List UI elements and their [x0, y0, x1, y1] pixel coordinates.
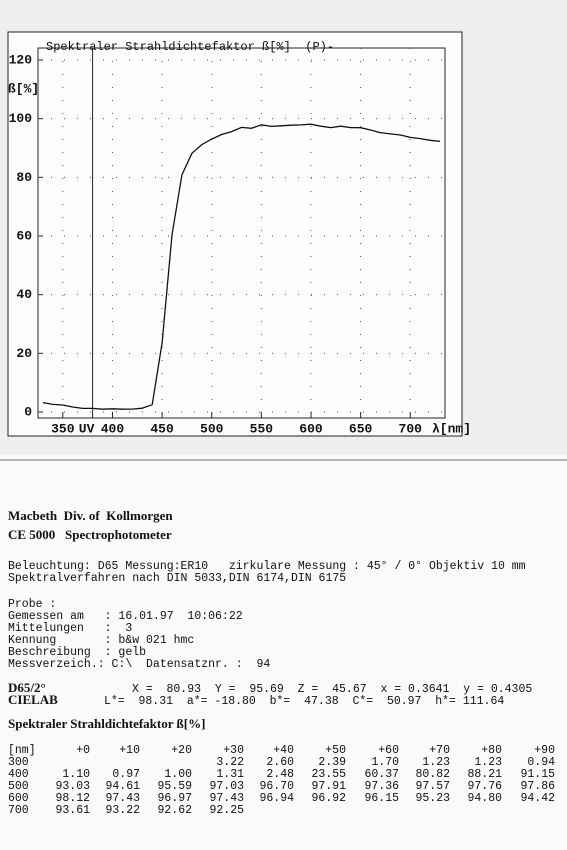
table-cell: 23.55	[311, 768, 346, 781]
table-cell: 95.59	[157, 780, 192, 793]
setting-line: Spektralverfahren nach DIN 5033,DIN 6174…	[8, 572, 346, 585]
table-cell: 96.97	[157, 792, 192, 805]
x-tick-label: 650	[349, 421, 373, 436]
table-cell: 300	[8, 756, 29, 769]
probe-line: Messverzeich.: C:\ Datensatznr. : 94	[8, 658, 270, 671]
table-cell: 96.15	[364, 792, 399, 805]
table-cell: 97.76	[467, 780, 502, 793]
table-cell: 91.15	[520, 768, 555, 781]
table-cell: 1.31	[216, 768, 244, 781]
chart-title: Spektraler Strahldichtefaktor ß[%] (P)-	[46, 40, 334, 54]
x-tick-label: 350	[51, 421, 75, 436]
table-cell: 92.25	[209, 804, 244, 817]
table-cell: 94.80	[467, 792, 502, 805]
probe-line: Mittelungen : 3	[8, 622, 132, 635]
cielab-values: L*= 98.31 a*= -18.80 b*= 47.38 C*= 50.97…	[104, 695, 504, 708]
chart-frame	[7, 31, 463, 437]
table-header: +0	[76, 744, 90, 757]
y-tick-label: 100	[9, 111, 33, 126]
table-cell: 94.42	[520, 792, 555, 805]
table-cell: 92.62	[157, 804, 192, 817]
company: Macbeth Div. of Kollmorgen	[8, 508, 173, 523]
plot-area	[37, 47, 446, 419]
table-cell: 96.92	[311, 792, 346, 805]
table-cell: 700	[8, 804, 29, 817]
table-header: +70	[429, 744, 450, 757]
table-header: +30	[223, 744, 244, 757]
y-axis-label: ß[%]	[8, 81, 39, 96]
model: CE 5000 Spectrophotometer	[8, 527, 172, 542]
x-tick-label: 600	[299, 421, 323, 436]
table-header: +20	[171, 744, 192, 757]
table-cell: 1.23	[474, 756, 502, 769]
x-tick-label: 400	[101, 421, 125, 436]
d65-label: D65/2°	[8, 680, 46, 695]
table-cell: 0.94	[527, 756, 555, 769]
y-tick-label: 60	[16, 228, 32, 243]
table-cell: 88.21	[467, 768, 502, 781]
table-header: +40	[273, 744, 294, 757]
table-cell: 93.03	[55, 780, 90, 793]
table-cell: 2.39	[318, 756, 346, 769]
y-tick-label: 120	[9, 52, 33, 67]
data-line	[42, 123, 441, 410]
table-header: +10	[119, 744, 140, 757]
table-cell: 97.91	[311, 780, 346, 793]
table-cell: 1.23	[422, 756, 450, 769]
table-header: +60	[378, 744, 399, 757]
y-tick-label: 40	[16, 287, 32, 302]
printout	[0, 455, 567, 850]
d65-values: X = 80.93 Y = 95.69 Z = 45.67 x = 0.3641…	[132, 683, 532, 696]
table-cell: 600	[8, 792, 29, 805]
x-tick-label: 700	[399, 421, 423, 436]
table-cell: 60.37	[364, 768, 399, 781]
table-cell: 97.03	[209, 780, 244, 793]
table-cell: 80.82	[415, 768, 450, 781]
x-axis-label: λ[nm]	[432, 421, 471, 436]
x-tick-label: 500	[200, 421, 224, 436]
table-cell: 97.43	[209, 792, 244, 805]
y-tick-label: 80	[16, 170, 32, 185]
probe-line: Gemessen am : 16.01.97 10:06:22	[8, 610, 243, 623]
table-cell: 3.22	[216, 756, 244, 769]
probe-line: Kennung : b&w 021 hmc	[8, 634, 194, 647]
table-cell: 400	[8, 768, 29, 781]
table-cell: 97.86	[520, 780, 555, 793]
x-tick-label: 450	[150, 421, 174, 436]
uv-label: UV	[79, 421, 95, 436]
table-cell: 1.10	[62, 768, 90, 781]
table-cell: 1.00	[164, 768, 192, 781]
table-header: +90	[534, 744, 555, 757]
table-cell: 2.60	[266, 756, 294, 769]
table-header: +80	[481, 744, 502, 757]
table-cell: 97.43	[105, 792, 140, 805]
table-cell: 93.61	[55, 804, 90, 817]
table-cell: 0.97	[112, 768, 140, 781]
table-header: +50	[325, 744, 346, 757]
setting-line: Beleuchtung: D65 Messung:ER10 zirkulare …	[8, 560, 526, 573]
x-tick-label: 550	[250, 421, 274, 436]
table-title: Spektraler Strahldichtefaktor ß[%]	[8, 716, 205, 731]
table-header: [nm]	[8, 744, 36, 757]
table-cell: 96.70	[259, 780, 294, 793]
cielab-label: CIELAB	[8, 692, 58, 707]
table-cell: 93.22	[105, 804, 140, 817]
table-cell: 2.48	[266, 768, 294, 781]
table-cell: 97.36	[364, 780, 399, 793]
table-cell: 95.23	[415, 792, 450, 805]
table-cell: 1.70	[371, 756, 399, 769]
y-tick-label: 0	[24, 404, 32, 419]
probe-line: Beschreibung : gelb	[8, 646, 146, 659]
table-cell: 97.57	[415, 780, 450, 793]
y-tick-label: 20	[16, 346, 32, 361]
table-cell: 500	[8, 780, 29, 793]
table-cell: 98.12	[55, 792, 90, 805]
table-cell: 94.61	[105, 780, 140, 793]
table-cell: 96.94	[259, 792, 294, 805]
probe-line: Probe :	[8, 598, 56, 611]
